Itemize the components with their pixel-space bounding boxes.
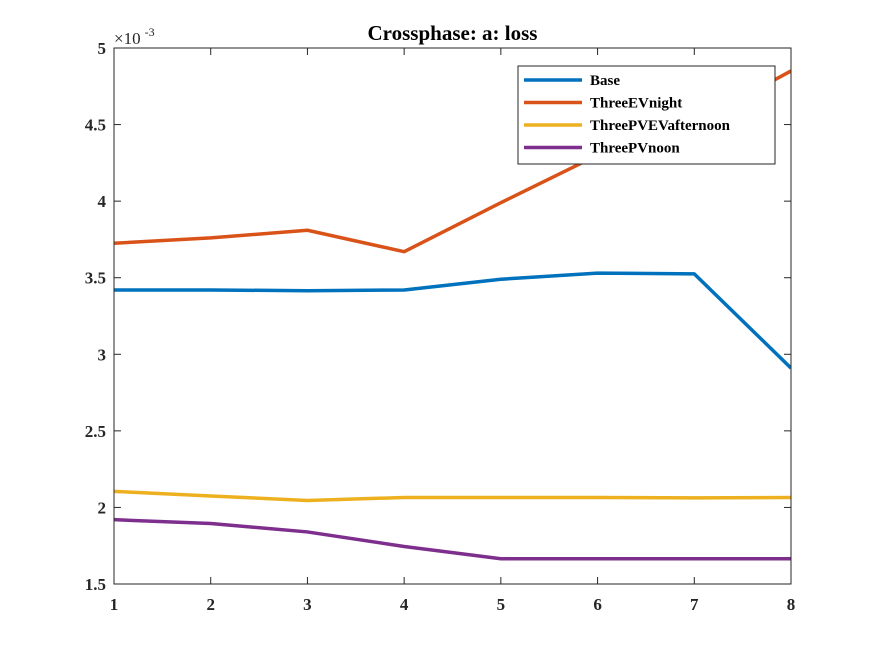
x-tick-label: 3 <box>303 595 312 614</box>
axes-box <box>113 47 792 585</box>
axis-ticks <box>113 47 792 585</box>
legend-label-0: Base <box>590 73 620 89</box>
y-exponent-base: ×10 <box>114 29 141 48</box>
axis-tick-labels: 1 2 3 4 5 6 7 8 1.5 2 2.5 3 3.5 4 4.5 5 <box>85 39 796 614</box>
x-tick-label: 5 <box>497 595 506 614</box>
y-exponent-power: -3 <box>145 25 155 39</box>
legend: Base ThreeEVnight ThreePVEVafternoon ThreeP… <box>517 65 776 165</box>
y-tick-label: 4 <box>98 192 107 211</box>
x-tick-label: 8 <box>787 595 796 614</box>
series-line-0 <box>114 271 791 370</box>
y-tick-label: 3 <box>98 345 107 364</box>
x-tick-label: 2 <box>206 595 215 614</box>
chart-title: Crossphase: a: loss <box>368 21 538 45</box>
y-tick-label: 2.5 <box>85 422 106 441</box>
y-tick-label: 1.5 <box>85 575 106 594</box>
y-tick-label: 4.5 <box>85 116 106 135</box>
x-tick-label: 4 <box>400 595 409 614</box>
y-tick-label: 5 <box>98 39 107 58</box>
x-tick-label: 1 <box>110 595 119 614</box>
legend-label-2: ThreePVEVafternoon <box>590 118 731 134</box>
series-line-3 <box>114 517 791 561</box>
y-tick-label: 2 <box>98 498 107 517</box>
series-line-2 <box>114 489 791 503</box>
x-tick-label: 7 <box>690 595 699 614</box>
y-exponent-label: ×10 -3 <box>114 25 155 48</box>
x-tick-label: 6 <box>593 595 602 614</box>
y-tick-label: 3.5 <box>85 269 106 288</box>
legend-label-3: ThreePVnoon <box>590 141 680 157</box>
legend-label-1: ThreeEVnight <box>590 96 682 112</box>
